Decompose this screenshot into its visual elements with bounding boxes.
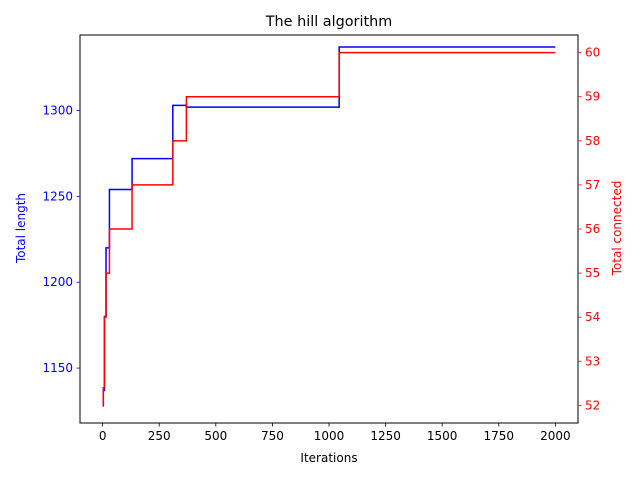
x-tick-label: 1250 — [370, 429, 401, 443]
right-y-tick-label: 53 — [585, 354, 600, 368]
right-y-tick-label: 60 — [585, 46, 600, 60]
series-line-total-connected — [102, 51, 556, 407]
x-axis-label: Iterations — [300, 451, 357, 465]
right-y-tick-label: 58 — [585, 134, 600, 148]
left-y-tick-label: 1200 — [42, 275, 73, 289]
right-y-tick-label: 56 — [585, 222, 600, 236]
right-y-tick-label: 59 — [585, 90, 600, 104]
x-tick-label: 2000 — [540, 429, 571, 443]
series-line-total-length — [102, 46, 556, 407]
x-axis-ticks: 0 250 500 750 1000 1250 1500 1750 2000 — [99, 423, 571, 443]
x-tick-label: 500 — [204, 429, 227, 443]
right-y-tick-label: 54 — [585, 310, 600, 324]
right-y-tick-label: 55 — [585, 266, 600, 280]
x-tick-label: 0 — [99, 429, 107, 443]
x-tick-label: 1000 — [314, 429, 345, 443]
x-tick-label: 1750 — [483, 429, 514, 443]
right-y-tick-label: 52 — [585, 398, 600, 412]
right-y-axis-label: Total connected — [610, 181, 624, 277]
series-layer — [102, 46, 556, 407]
left-y-axis-label: Total length — [14, 193, 28, 264]
right-y-tick-label: 57 — [585, 178, 600, 192]
left-y-tick-label: 1250 — [42, 189, 73, 203]
left-y-tick-label: 1150 — [42, 361, 73, 375]
right-y-axis-ticks: 52 53 54 55 56 57 58 59 60 — [578, 46, 600, 412]
left-y-axis-ticks: 1150 1200 1250 1300 — [42, 104, 80, 375]
left-y-tick-label: 1300 — [42, 104, 73, 118]
chart-title: The hill algorithm — [265, 14, 392, 30]
x-tick-label: 750 — [261, 429, 284, 443]
x-tick-label: 250 — [148, 429, 171, 443]
x-tick-label: 1500 — [427, 429, 458, 443]
